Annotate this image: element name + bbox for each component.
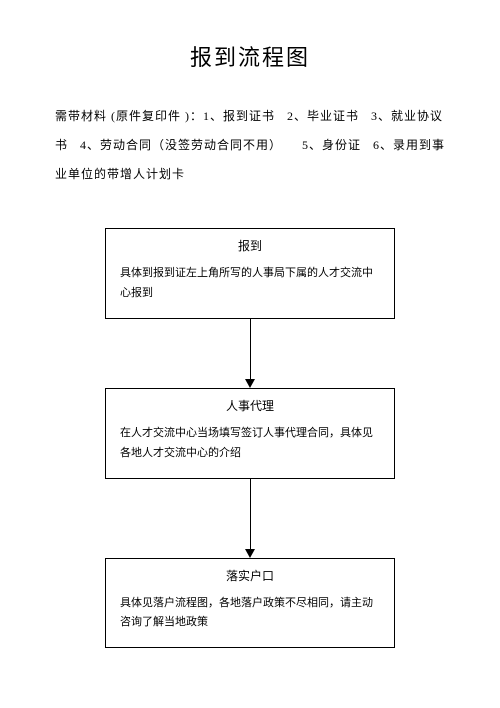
arrow-line xyxy=(250,319,251,379)
flowchart-container: 报到 具体到报到证左上角所写的人事局下属的人才交流中心报到 人事代理 在人才交流… xyxy=(55,228,445,648)
flow-arrow-1 xyxy=(245,319,255,388)
page-title: 报到流程图 xyxy=(55,40,445,72)
arrow-head-icon xyxy=(245,549,255,558)
arrow-line xyxy=(250,479,251,549)
flow-arrow-2 xyxy=(245,479,255,558)
flow-node-1: 报到 具体到报到证左上角所写的人事局下属的人才交流中心报到 xyxy=(105,228,395,319)
flow-node-1-body: 具体到报到证左上角所写的人事局下属的人才交流中心报到 xyxy=(120,264,380,304)
flow-node-2-title: 人事代理 xyxy=(120,397,380,414)
flow-node-2-body: 在人才交流中心当场填写签订人事代理合同，具体见各地人才交流中心的介绍 xyxy=(120,424,380,464)
flow-node-2: 人事代理 在人才交流中心当场填写签订人事代理合同，具体见各地人才交流中心的介绍 xyxy=(105,388,395,479)
arrow-head-icon xyxy=(245,379,255,388)
flow-node-1-title: 报到 xyxy=(120,237,380,254)
flow-node-3: 落实户口 具体见落户流程图，各地落户政策不尽相同，请主动咨询了解当地政策 xyxy=(105,558,395,649)
materials-list: 需带材料 (原件复印件 )：1、报到证书 2、毕业证书 3、就业协议书 4、劳动… xyxy=(55,102,445,188)
flow-node-3-title: 落实户口 xyxy=(120,567,380,584)
flow-node-3-body: 具体见落户流程图，各地落户政策不尽相同，请主动咨询了解当地政策 xyxy=(120,594,380,634)
